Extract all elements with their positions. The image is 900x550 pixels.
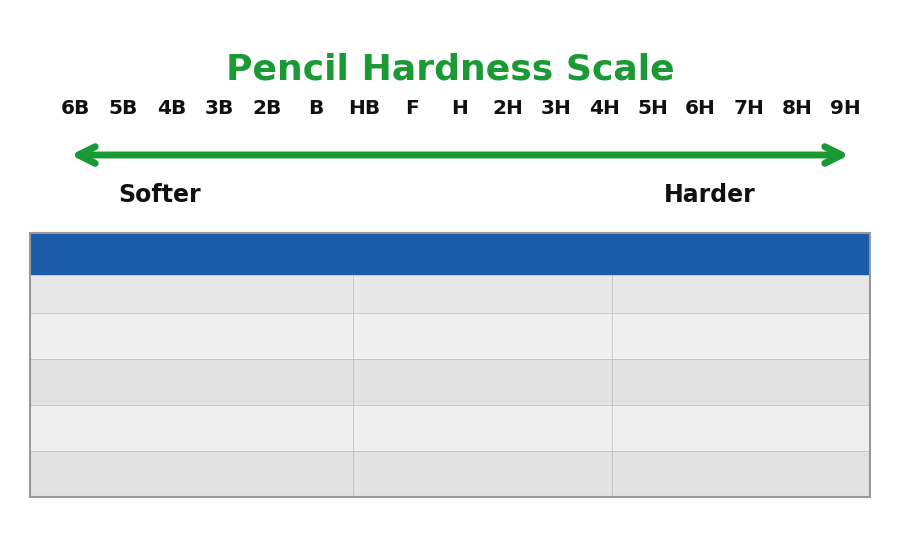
Text: 1 day: 1 day — [384, 285, 435, 303]
Text: 6H: 6H — [685, 98, 716, 118]
Text: F: F — [405, 98, 418, 118]
Text: RB25: RB25 — [43, 373, 91, 391]
Text: 8H: 8H — [781, 98, 813, 118]
Text: 14 days: 14 days — [633, 285, 704, 303]
Text: 3B: 3B — [205, 98, 234, 118]
Text: 3H: 3H — [541, 98, 572, 118]
Text: 7B: 7B — [374, 373, 398, 391]
Text: 9H: 9H — [830, 98, 860, 118]
Text: Pencil Hardness Scale: Pencil Hardness Scale — [226, 52, 674, 86]
Text: 4B: 4B — [157, 98, 186, 118]
Text: 7H: 7H — [734, 98, 764, 118]
Text: HB: HB — [347, 98, 380, 118]
Text: 5B: 5B — [109, 98, 138, 118]
Text: H: H — [452, 98, 468, 118]
Text: RB30: RB30 — [43, 419, 90, 437]
Text: Clearcoat Formulation: Clearcoat Formulation — [490, 245, 734, 263]
Text: 4H: 4H — [589, 98, 620, 118]
Text: 4B: 4B — [633, 373, 656, 391]
Text: Reference acrylic: Reference acrylic — [43, 327, 199, 345]
Text: Softer: Softer — [119, 183, 202, 207]
Text: 4B: 4B — [633, 419, 656, 437]
Text: B: B — [308, 98, 323, 118]
Text: 8B: 8B — [374, 419, 398, 437]
Text: Harder: Harder — [664, 183, 756, 207]
Text: 6B: 6B — [374, 465, 398, 483]
Text: 6B: 6B — [60, 98, 90, 118]
Text: 2H: 2H — [492, 98, 524, 118]
Text: 2B: 2B — [633, 465, 656, 483]
Text: 2B: 2B — [253, 98, 282, 118]
Text: RB55B: RB55B — [43, 465, 103, 483]
Text: 6B: 6B — [374, 327, 398, 345]
Text: 4B: 4B — [633, 327, 656, 345]
Text: 5H: 5H — [637, 98, 668, 118]
